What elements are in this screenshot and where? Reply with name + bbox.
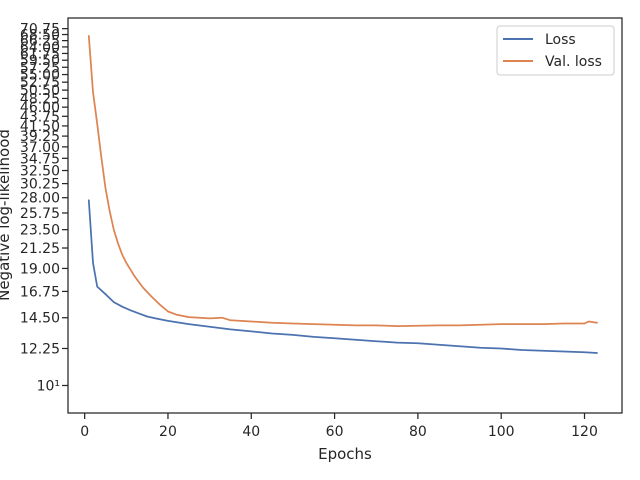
x-tick-label: 20 xyxy=(159,424,177,440)
y-tick-label: 43.75 xyxy=(20,109,60,125)
series-layer xyxy=(87,35,598,354)
x-axis: 0 20 40 60 80 100 120 xyxy=(80,413,598,440)
legend-label-val-loss: Val. loss xyxy=(545,54,602,70)
y-tick-label: 23.50 xyxy=(20,223,60,239)
series-line-val-loss xyxy=(87,35,598,327)
y-tick-label: 48.25 xyxy=(20,91,60,107)
y-tick-label: 57.25 xyxy=(20,60,60,76)
x-tick-label: 120 xyxy=(571,424,598,440)
legend: Loss Val. loss xyxy=(496,25,615,76)
plot-frame xyxy=(67,17,623,414)
y-tick-label: 70.75 xyxy=(20,22,60,38)
x-tick-label: 100 xyxy=(488,424,515,440)
y-tick-label: 66.25 xyxy=(20,34,60,50)
x-tick-label: 60 xyxy=(326,424,344,440)
y-tick-label: 28.00 xyxy=(20,191,60,207)
x-tick-label: 80 xyxy=(409,424,427,440)
y-tick-label: 16.75 xyxy=(20,284,60,300)
y-tick-label: 12.25 xyxy=(20,341,60,357)
y-axis: 10¹ 12.25 14.50 16.75 19.00 21.25 23.5025.7528… xyxy=(20,22,68,394)
y-tick-label: 21.25 xyxy=(20,241,60,257)
y-tick-label: 59.50 xyxy=(20,53,60,69)
y-tick-label: 34.75 xyxy=(20,151,60,167)
y-tick-label: 10¹ xyxy=(37,378,60,394)
y-tick-label: 30.25 xyxy=(20,177,60,193)
x-tick-label: 0 xyxy=(80,424,89,440)
y-tick-label: 14.50 xyxy=(20,311,60,327)
y-tick-label: 19.00 xyxy=(20,261,60,277)
y-tick-label: 52.75 xyxy=(20,75,60,91)
legend-label-loss: Loss xyxy=(545,32,576,48)
y-tick-label: 39.25 xyxy=(20,129,60,145)
y-tick-label: 64.00 xyxy=(20,40,60,56)
y-tick-label: 32.50 xyxy=(20,164,60,180)
y-tick-label: 55.00 xyxy=(20,68,60,84)
y-tick-label: 50.50 xyxy=(20,83,60,99)
y-tick-label: 46.00 xyxy=(20,100,60,116)
y-tick-label: 41.50 xyxy=(20,119,60,135)
y-tick-label: 61.75 xyxy=(20,46,60,62)
y-axis-title: Negative log-likelihood xyxy=(0,129,13,301)
y-tick-label: 37.00 xyxy=(20,140,60,156)
series-line-loss xyxy=(87,199,598,354)
x-axis-title: Epochs xyxy=(318,445,372,463)
y-tick-label: 68.50 xyxy=(20,28,60,44)
y-tick-label: 25.75 xyxy=(20,206,60,222)
x-tick-label: 40 xyxy=(242,424,260,440)
